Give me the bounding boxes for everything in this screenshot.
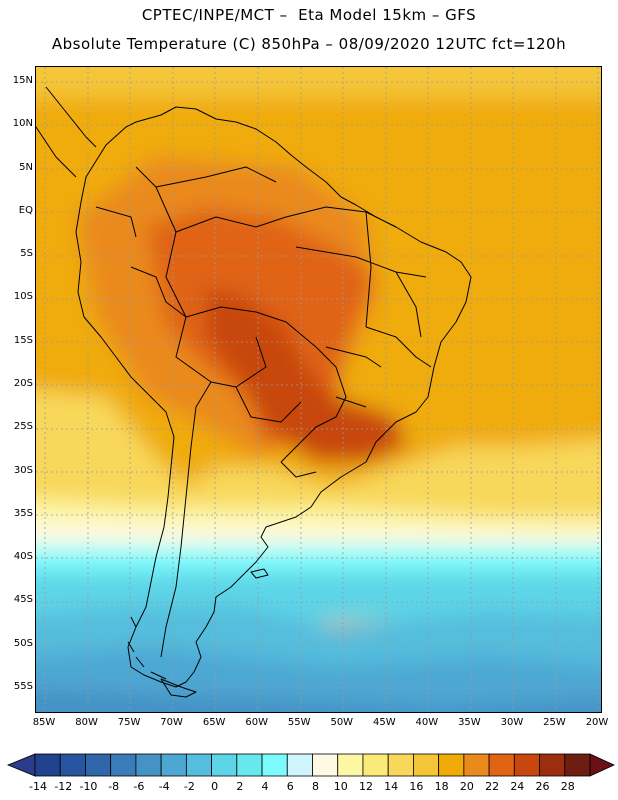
colorbar-tick-label: -2 <box>183 780 195 793</box>
colorbar-tick-label: 6 <box>286 780 294 793</box>
colorbar-segment <box>34 753 61 777</box>
colorbar-segment <box>438 753 465 777</box>
colorbar-tick-label: 28 <box>560 780 575 793</box>
colorbar-tick-label: 18 <box>434 780 449 793</box>
colorbar-tick-label: 4 <box>261 780 269 793</box>
colorbar-tick-label: 14 <box>384 780 399 793</box>
lat-tick-label: 15N <box>12 75 33 86</box>
lat-tick-label: EQ <box>18 204 33 216</box>
south-america-coastline <box>75 106 472 688</box>
chile-islands <box>127 616 167 680</box>
falkland-islands <box>250 568 269 579</box>
colorbar-tick-label: 16 <box>409 780 424 793</box>
colorbar-tick-label: 22 <box>485 780 500 793</box>
lat-tick-label: 40S <box>13 551 33 563</box>
colorbar-tick-label: 12 <box>358 780 373 793</box>
lat-tick-label: 35S <box>13 507 33 519</box>
tierra-del-fuego <box>160 678 197 698</box>
lon-tick-label: 60W <box>245 717 268 728</box>
lon-tick-label: 25W <box>543 717 566 728</box>
lat-tick-label: 20S <box>13 378 33 389</box>
lat-tick-label: 25S <box>13 421 33 433</box>
colorbar-segment <box>211 753 238 777</box>
lat-tick-label: 15S <box>13 334 33 346</box>
lon-tick-label: 30W <box>500 717 524 728</box>
colorbar-segment <box>85 753 112 777</box>
lon-tick-label: 45W <box>372 717 396 728</box>
central-america-coastline <box>36 86 97 178</box>
colorbar-segment <box>564 753 591 777</box>
colorbar-segment <box>513 753 540 777</box>
lon-tick-label: 50W <box>330 717 354 728</box>
lon-tick-label: 80W <box>75 717 98 728</box>
colorbar-tick-label: 2 <box>236 780 244 793</box>
colorbar-tick-label: 10 <box>333 780 348 793</box>
colorbar-segment <box>59 753 86 777</box>
lat-tick-label: 50S <box>13 637 33 649</box>
colorbar-tick-label: 20 <box>459 780 474 793</box>
lon-tick-label: 20W <box>585 717 609 728</box>
colorbar-under-arrow <box>6 753 36 777</box>
brazil-state-lines <box>295 211 432 408</box>
paraguay-border <box>235 386 302 423</box>
bolivia-border <box>175 316 267 388</box>
lat-tick-label: 30S <box>13 464 33 476</box>
colorbar-tick-label: -4 <box>158 780 170 793</box>
colorbar-tick-label: 8 <box>312 780 319 793</box>
lat-tick-label: 5S <box>20 248 33 260</box>
colorbar-segment <box>110 753 137 777</box>
colorbar-tick-label: -6 <box>133 780 145 793</box>
lon-tick-label: 65W <box>202 717 226 728</box>
lat-tick-label: 10S <box>13 291 33 303</box>
colorbar-tick-label: 24 <box>510 780 525 793</box>
colorbar-segment <box>488 753 515 777</box>
colorbar-over-arrow <box>589 753 615 777</box>
peru-border <box>130 266 187 318</box>
colorbar-segment <box>539 753 566 777</box>
temperature-map <box>35 66 602 713</box>
colorbar-segment <box>286 753 313 777</box>
colorbar-segment <box>312 753 339 777</box>
colorbar-segment <box>387 753 414 777</box>
temperature-field <box>36 67 601 712</box>
map-title: CPTEC/INPE/MCT – Eta Model 15km – GFS <box>141 6 477 24</box>
lon-tick-label: 55W <box>287 717 311 728</box>
lat-tick-label: 10N <box>12 118 33 130</box>
colorbar-tick-label: -14 <box>29 780 47 793</box>
lat-tick-label: 55S <box>13 681 33 692</box>
colorbar-tick-label: -12 <box>54 780 73 793</box>
colorbar-tick-label: -8 <box>108 780 120 793</box>
lon-tick-label: 70W <box>160 717 183 728</box>
colorbar-segment <box>185 753 212 777</box>
colorbar-segment <box>236 753 263 777</box>
colorbar-segment <box>160 753 187 777</box>
colorbar-segment <box>135 753 162 777</box>
lat-tick-label: 5N <box>19 161 33 173</box>
country-borders <box>36 86 472 698</box>
colorbar-segment <box>463 753 490 777</box>
temperature-colorbar <box>6 753 615 777</box>
colorbar-tick-label: -10 <box>79 780 98 793</box>
lon-tick-label: 75W <box>117 717 141 728</box>
colorbar-segment <box>413 753 440 777</box>
lon-tick-label: 85W <box>32 717 56 728</box>
map-subtitle: Absolute Temperature (C) 850hPa – 08/09/… <box>51 35 567 53</box>
colorbar-segment <box>362 753 389 777</box>
colorbar-segment <box>337 753 364 777</box>
uruguay-border <box>280 461 317 478</box>
lon-tick-label: 40W <box>415 717 439 728</box>
colorbar-tick-label: 26 <box>535 780 550 793</box>
argentina-chile-border <box>160 381 212 658</box>
lat-tick-label: 45S <box>13 594 33 606</box>
colorbar-segment <box>261 753 288 777</box>
colorbar-tick-label: 0 <box>211 780 219 793</box>
lon-tick-label: 35W <box>458 717 481 728</box>
venezuela-border <box>155 166 277 188</box>
